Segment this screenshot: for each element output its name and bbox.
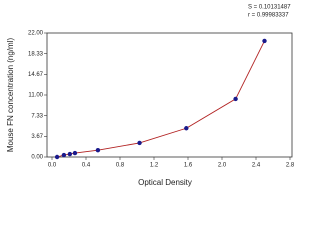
y-tick-label: 18.33 [28, 51, 44, 57]
background [0, 0, 300, 200]
data-point [233, 96, 238, 102]
x-axis-label: Optical Density [138, 178, 192, 187]
y-tick-label: 22.00 [28, 31, 44, 37]
y-tick-label: 3.67 [31, 134, 43, 140]
x-tick-label: 2.4 [252, 163, 261, 169]
x-tick-label: 0.8 [116, 163, 125, 169]
y-tick-label: 14.67 [28, 72, 44, 78]
data-point [95, 148, 101, 153]
y-tick-label: 11.00 [28, 93, 43, 99]
data-point [137, 140, 142, 146]
x-tick-label: 0.4 [82, 163, 91, 169]
x-tick-label: 0.0 [48, 163, 57, 169]
data-point [61, 152, 67, 158]
data-point [72, 150, 78, 156]
chart: S = 0.10131487 r = 0.99983337 Optical De… [0, 0, 300, 200]
data-point [54, 154, 60, 160]
x-tick-label: 2.0 [218, 163, 227, 169]
y-axis-label: Mouse FN concentration (ng/ml) [6, 38, 15, 153]
y-tick-label: 0.00 [31, 155, 43, 161]
data-point [184, 126, 189, 131]
data-point [67, 151, 73, 157]
x-tick-label: 1.6 [184, 163, 193, 169]
x-tick-label: 1.2 [150, 163, 159, 169]
annotation: r = 0.99983337 [248, 13, 289, 19]
annotation: S = 0.10131487 [248, 5, 291, 11]
data-point [262, 38, 267, 44]
x-tick-label: 2.8 [286, 163, 295, 169]
y-tick-label: 7.33 [31, 113, 43, 119]
